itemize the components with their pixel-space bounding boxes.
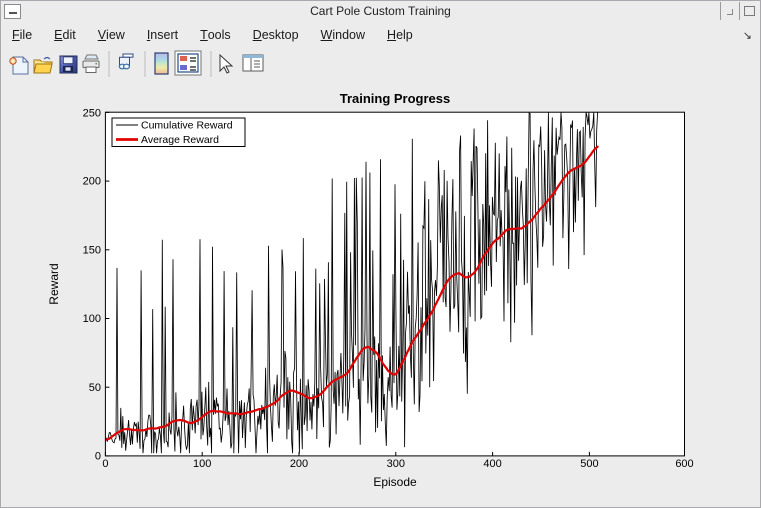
svg-text:100: 100 [193, 458, 211, 470]
svg-text:150: 150 [83, 244, 101, 256]
svg-text:Reward: Reward [47, 263, 61, 304]
svg-text:500: 500 [580, 458, 598, 470]
svg-text:Average Reward: Average Reward [141, 134, 219, 146]
svg-text:400: 400 [483, 458, 501, 470]
svg-text:300: 300 [387, 458, 405, 470]
svg-text:Episode: Episode [373, 475, 417, 489]
svg-text:600: 600 [675, 458, 693, 470]
svg-text:200: 200 [83, 176, 101, 188]
svg-text:250: 250 [83, 108, 101, 120]
svg-text:Training Progress: Training Progress [340, 91, 451, 106]
svg-text:Cumulative Reward: Cumulative Reward [141, 120, 233, 132]
svg-text:0: 0 [102, 458, 108, 470]
svg-text:200: 200 [290, 458, 308, 470]
svg-text:50: 50 [89, 382, 101, 394]
svg-text:100: 100 [83, 313, 101, 325]
svg-text:0: 0 [95, 451, 101, 463]
